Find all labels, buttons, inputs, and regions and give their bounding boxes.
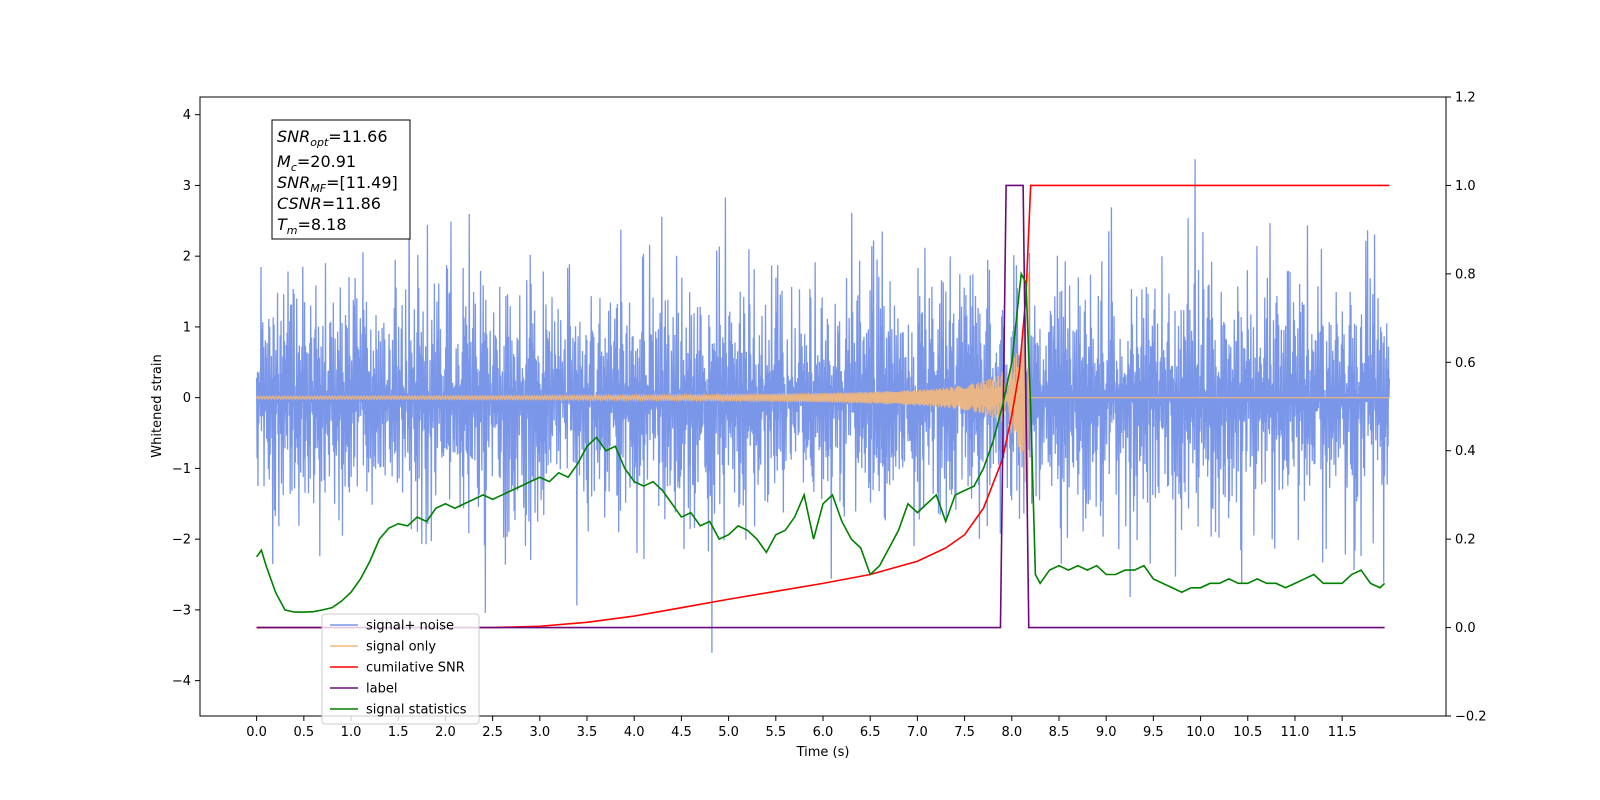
- y2-tick-label: 1.2: [1455, 91, 1476, 106]
- y2-tick-label: 0.2: [1455, 533, 1476, 548]
- x-tick-label: 6.5: [860, 725, 881, 740]
- y-tick-label: 1: [183, 320, 191, 335]
- series-signal-noise-line: [255, 159, 1391, 653]
- series-signal-statistics-line: [255, 271, 1386, 613]
- series-label-line: [256, 184, 1385, 629]
- y-tick-label: 4: [183, 108, 191, 123]
- y2-tick-label: 0.6: [1455, 356, 1476, 371]
- y-tick-label: −3: [172, 603, 191, 618]
- info-tm: Tm=8.18: [277, 215, 347, 237]
- x-tick-label: 1.0: [341, 725, 362, 740]
- x-tick-label: 3.5: [577, 725, 598, 740]
- y2-tick-label: 0.4: [1455, 444, 1476, 459]
- x-tick-label: 8.0: [1001, 725, 1022, 740]
- legend-label: signal statistics: [366, 703, 467, 718]
- y-tick-label: 3: [183, 179, 191, 194]
- y2-tick-label: 0.0: [1455, 621, 1476, 636]
- y2-tick-label: −0.2: [1455, 710, 1487, 725]
- x-tick-label: 4.0: [624, 725, 645, 740]
- legend-label: label: [366, 682, 397, 697]
- info-box-frame: [271, 119, 411, 240]
- x-tick-label: 5.5: [765, 725, 786, 740]
- x-tick-label: 10.0: [1186, 725, 1215, 740]
- x-tick-label: 10.5: [1233, 725, 1262, 740]
- x-tick-label: 11.5: [1328, 725, 1357, 740]
- y-tick-label: −1: [172, 462, 191, 477]
- x-tick-label: 6.0: [813, 725, 834, 740]
- y-axis-title: Whitened strain: [150, 354, 165, 457]
- info-mc: Mc=20.91: [277, 152, 356, 174]
- info-snr-mf: SNRMF=[11.49]: [277, 173, 398, 195]
- y2-tick-label: 0.8: [1455, 267, 1476, 282]
- y-tick-label: 2: [183, 250, 191, 265]
- info-csnr: CSNR=11.86: [277, 194, 381, 213]
- y-axis-right: 1.2 1.0 0.8 0.6 0.4 0.2 0.0 −0.2: [1446, 91, 1487, 725]
- x-tick-label: 9.0: [1096, 725, 1117, 740]
- x-tick-label: 0.0: [246, 725, 267, 740]
- series-layer: [255, 159, 1391, 653]
- x-tick-label: 3.0: [529, 725, 550, 740]
- y2-tick-label: 1.0: [1455, 179, 1476, 194]
- x-axis: 0.0 0.5 1.0 1.5 2.0 2.5 3.0 3.5 4.0 4.5 5.0 5.5 6.0 6…: [246, 716, 1357, 740]
- info-box: SNRopt=11.66 Mc=20.91 SNRMF=[11.49] CSNR…: [271, 119, 411, 240]
- info-snr-opt: SNRopt=11.66: [277, 127, 388, 149]
- x-tick-label: 2.5: [482, 725, 503, 740]
- x-tick-label: 2.0: [435, 725, 456, 740]
- x-tick-label: 9.5: [1143, 725, 1164, 740]
- x-tick-label: 5.0: [718, 725, 739, 740]
- x-tick-label: 1.5: [388, 725, 409, 740]
- y-tick-label: −4: [172, 674, 191, 689]
- legend-frame: [321, 613, 480, 725]
- legend-label: signal only: [366, 640, 436, 655]
- x-tick-label: 8.5: [1049, 725, 1070, 740]
- legend-label: cumilative SNR: [366, 661, 465, 676]
- x-tick-label: 11.0: [1280, 725, 1309, 740]
- y-tick-label: −2: [172, 533, 191, 548]
- x-tick-label: 0.5: [293, 725, 314, 740]
- y-tick-label: 0: [183, 391, 191, 406]
- series-signal-only-line: [256, 272, 1390, 512]
- legend: signal+ noise signal only cumilative SNR la…: [321, 613, 480, 725]
- x-tick-label: 7.5: [954, 725, 975, 740]
- x-axis-title: Time (s): [796, 745, 850, 760]
- x-tick-label: 4.5: [671, 725, 692, 740]
- legend-label: signal+ noise: [366, 619, 454, 634]
- y-axis-left: 4 3 2 1 0 −1 −2 −3 −4: [172, 108, 200, 689]
- series-cumulative-snr-line: [256, 184, 1390, 629]
- x-tick-label: 7.0: [907, 725, 928, 740]
